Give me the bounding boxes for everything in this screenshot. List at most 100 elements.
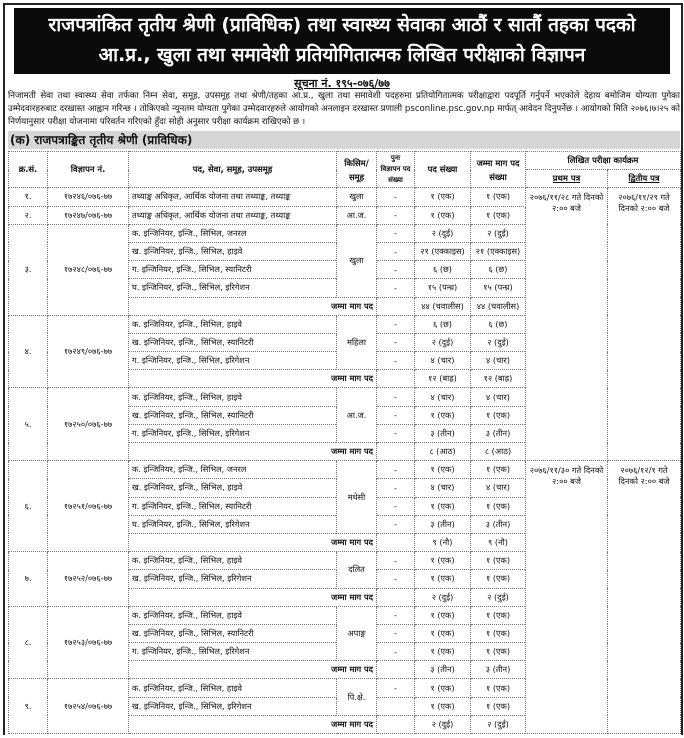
table-row: २. १७२४७/०७६-७७ तथ्याङ्क अधिकृत, आर्थिक यो… [8, 205, 681, 225]
posts-count: १ (एक) [414, 605, 471, 625]
notice-title: राजपत्रांकित तृतीय श्रेणी (प्राविधिक) तथ… [14, 8, 670, 74]
post-name: तथ्याङ्क अधिकृत, आर्थिक योजना तथा तथ्याङ… [128, 187, 337, 207]
post-name: ग. इन्जिनियर, इन्जि., सिभिल, इरिगेशन [128, 423, 337, 444]
total-blank [376, 660, 415, 680]
total-demand: ४ (चार) [470, 478, 526, 498]
header-ad-no: विज्ञापन नं. [47, 150, 129, 189]
table-row: ग. इन्जिनियर, इन्जि., सिभिल, स्यानिटरी - ६… [9, 260, 681, 280]
serial-number: ७. [8, 551, 48, 607]
readvertised-count: - [376, 223, 415, 243]
posts-count: १ (एक) [414, 187, 471, 207]
category: मधेसी [336, 460, 377, 534]
category: अपाङ्ग [336, 605, 377, 662]
table-row: ग. इन्जिनियर, इन्जि., सिभिल, इरिगेशन -४ (… [9, 351, 681, 371]
total-demand: ६ (छ) [470, 314, 526, 334]
post-name: ग. इन्जिनियर, इन्जि., सिभिल, स्यानिटरी [128, 496, 337, 516]
posts-count: १ (एक) [414, 205, 471, 225]
ad-number: १७२४९/०७६-७७ [47, 314, 129, 389]
table-row: १. १७२४६/०७६-७७ तथ्याङ्क अधिकृत, आर्थिक यो… [8, 187, 681, 462]
posts-count: १५ (पन्ध्र) [414, 278, 471, 298]
total-demand: २ (दुई) [470, 332, 526, 353]
readvertised-count: - [376, 478, 415, 498]
header-row: क्र.सं. विज्ञापन नं. पद, सेवा, समूह, उपस… [8, 150, 681, 189]
table-row: घ. इन्जिनियर, इन्जि., सिभिल, इरिगेशन -१५ … [9, 278, 681, 298]
total-row: जम्मा माग पद ८ (आठ) ८ (आठ) [9, 441, 681, 462]
posts-count: १ (एक) [414, 696, 471, 716]
total-row: जम्मा माग पद ९ (नौ) ९ (नौ) [9, 532, 681, 553]
serial-number: ३. [8, 223, 48, 316]
post-name: ख. इन्जिनियर, इन्जि., सिभिल, हाइवे [128, 478, 337, 498]
total-demand-count: १२ (बाह्र) [470, 369, 526, 389]
ad-number: १७२४६/०७६-७७ [47, 187, 129, 207]
post-name: घ. इन्जिनियर, इन्जि., सिभिल, इरिगेशन [128, 514, 337, 534]
exam-paper2-date: २०७६/१२/१ गते दिनको २:०० बजे [607, 460, 681, 734]
header-sn: क्र.सं. [8, 150, 48, 189]
total-blank [376, 714, 415, 735]
ad-number: १७२४७/०७६-७७ [47, 205, 129, 225]
posts-count: ४ (चार) [414, 387, 471, 407]
post-name: क. इन्जिनियर, इन्जि., सिभिल, हाइवे [128, 387, 337, 407]
total-row: जम्मा माग पद २ (दुई) २ (दुई) [9, 714, 681, 735]
total-demand: १ (एक) [470, 678, 526, 698]
category: आ.ज. [336, 387, 377, 443]
total-demand: १ (एक) [470, 405, 526, 425]
total-demand-count: ४४ (चवालीस) [470, 296, 526, 316]
readvertised-count: - [376, 551, 415, 571]
table-row: ग. इन्जिनियर, इन्जि., सिभिल, स्यानिटरी -१… [9, 496, 681, 516]
notice-border [3, 3, 683, 735]
table-row: ख. इन्जिनियर, इन्जि., सिभिल, हाइवे -२१ (ए… [9, 241, 681, 262]
notice-number: सूचना नं. १९५-०७६/७७ [294, 77, 390, 90]
total-blank [376, 369, 415, 389]
readvertised-count: - [376, 496, 415, 516]
total-blank [376, 441, 415, 462]
category: पि.क्षे. [336, 678, 377, 716]
readvertised-count: - [376, 260, 415, 280]
total-demand: १ (एक) [470, 205, 526, 225]
post-name: घ. इन्जिनियर, इन्जि., सिभिल, इरिगेशन [128, 278, 337, 298]
table-row: ७. १७२५२/०७६-७७ क. इन्जिनियर, इन्जि., सिभि… [8, 551, 681, 607]
serial-number: ८. [8, 605, 48, 680]
serial-number: ९. [8, 678, 48, 734]
readvertised-count: - [376, 278, 415, 298]
header-paper1: प्रथम पत्र [525, 169, 608, 189]
title-line-2: आ.प्र., खुला तथा समावेशी प्रतियोगितात्मक… [98, 44, 586, 66]
post-name: क. इन्जिनियर, इन्जि., सिभिल, हाइवे [128, 605, 337, 625]
table-row: ३. १७२४८/०७६-७७ क. इन्जिनियर, इन्जि., सिभि… [8, 223, 681, 316]
posts-count: ३ (तीन) [414, 423, 471, 444]
serial-number: २. [8, 205, 48, 225]
ad-number: १७२४८/०७६-७७ [47, 223, 129, 316]
readvertised-count: - [376, 642, 415, 662]
ad-number: १७२५२/०७६-७७ [47, 551, 129, 607]
header-post: पद, सेवा, समूह, उपसमूह [128, 150, 337, 189]
post-name: क. इन्जिनियर, इन्जि., सिभिल, जनरल [128, 223, 337, 243]
total-demand: १ (एक) [470, 569, 526, 589]
post-name: तथ्याङ्क अधिकृत, आर्थिक योजना तथा तथ्याङ… [128, 205, 337, 225]
post-name: क. इन्जिनियर, इन्जि., सिभिल, हाइवे [128, 551, 337, 571]
total-posts-count: २ (दुई) [414, 714, 471, 735]
exam-paper1-date: २०७६/११/३० गते दिनको २:०० बजे [525, 460, 608, 734]
posts-count: ४ (चार) [414, 478, 471, 498]
total-posts-count: २ (दुई) [414, 587, 471, 607]
readvertised-count: - [376, 623, 415, 644]
serial-number: ६. [8, 460, 48, 553]
readvertised-count: - [376, 241, 415, 262]
total-posts-count: ९ (नौ) [414, 532, 471, 553]
category: दलित [336, 551, 377, 589]
total-demand: १ (एक) [470, 187, 526, 207]
table-row: ख. इन्जिनियर, इन्जि., सिभिल, हाइवे -४ (चा… [9, 478, 681, 498]
readvertised-count: - [376, 423, 415, 444]
total-demand: ६ (छ) [470, 260, 526, 280]
post-name: ग. इन्जिनियर, इन्जि., सिभिल, स्यानिटरी [128, 260, 337, 280]
post-name: क. इन्जिनियर, इन्जि., सिभिल, हाइवे [128, 678, 337, 698]
total-label: जम्मा माग पद [128, 587, 377, 607]
post-name: क. इन्जिनियर, इन्जि., सिभिल, जनरल [128, 460, 337, 480]
post-name: ख. इन्जिनियर, इन्जि., सिभिल, इरिगेशन [128, 696, 337, 716]
serial-number: १. [8, 187, 48, 207]
posts-count: २१ (एक्काइस) [414, 241, 471, 262]
readvertised-count: - [376, 460, 415, 480]
posts-count: १ (एक) [414, 405, 471, 425]
category: आ.ज. [336, 205, 377, 225]
header-readvertised: पुनः विज्ञापन पद संख्या [376, 150, 415, 189]
table-row: ग. इन्जिनियर, इन्जि., सिभिल, इरिगेशन -१ (… [9, 642, 681, 662]
readvertised-count: - [376, 332, 415, 353]
